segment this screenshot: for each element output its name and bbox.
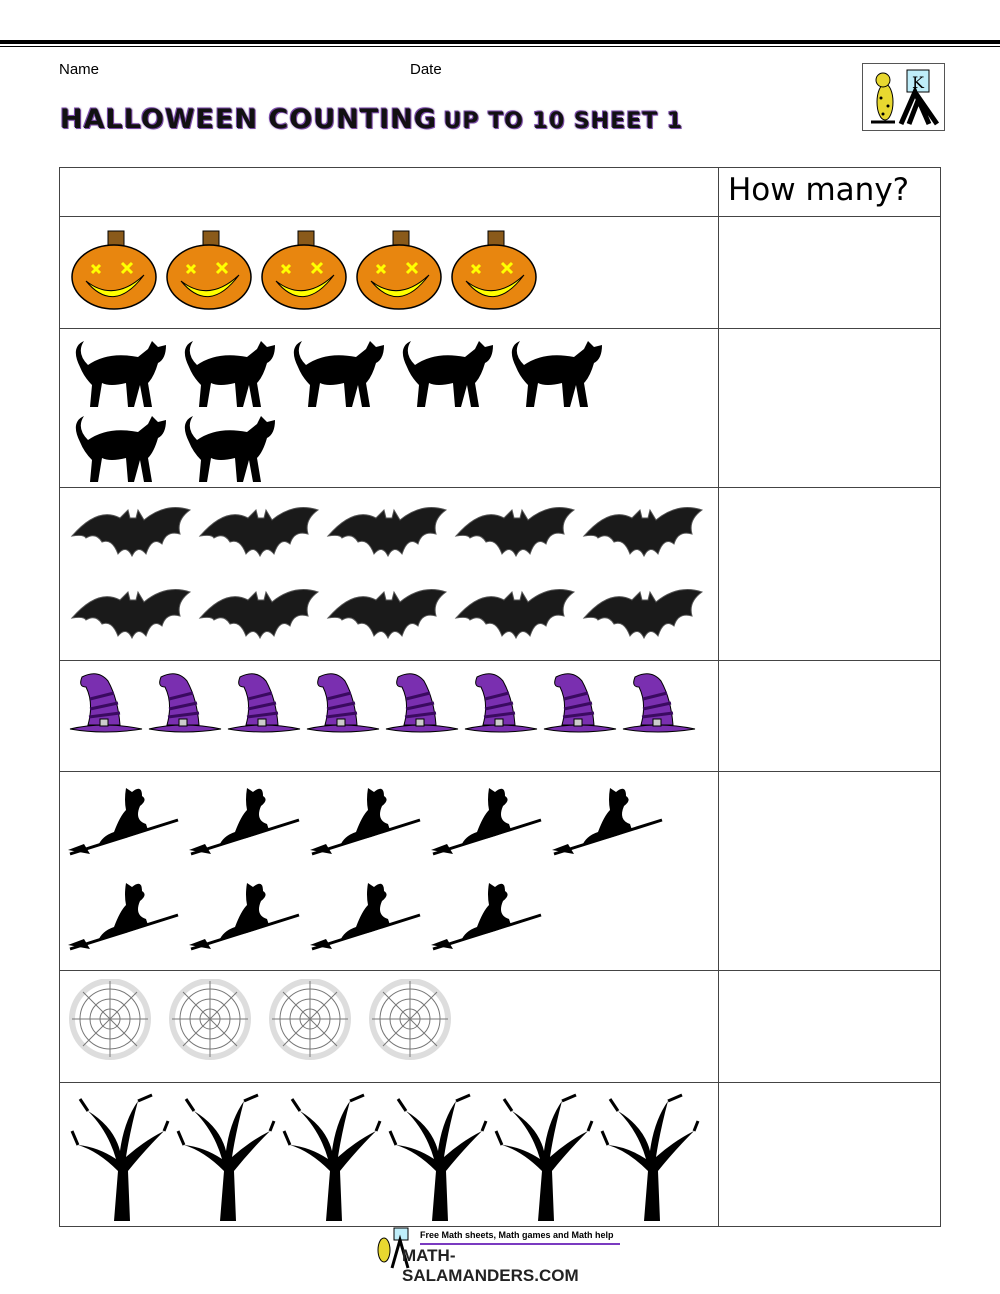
answer-cell[interactable] (718, 660, 941, 772)
counting-table: How many? (59, 167, 941, 1227)
pumpkin-icon (356, 230, 442, 310)
tree-row (60, 1083, 718, 1226)
witch-icon (68, 788, 179, 856)
witch-hat-icon (622, 673, 696, 733)
witch-icon (189, 788, 300, 856)
footer-site: MATH-SALAMANDERS.COM (402, 1246, 579, 1285)
spider-web-icon (69, 979, 151, 1060)
top-rule (0, 40, 1000, 44)
bat-row (60, 488, 718, 660)
pumpkin-row (60, 217, 718, 315)
answer-cell[interactable] (718, 328, 941, 488)
tree-icon (176, 1093, 276, 1221)
tree-icon (600, 1093, 700, 1221)
witch-hat-row (60, 661, 718, 739)
witch-icon (189, 883, 300, 951)
spider-web-icon (269, 979, 351, 1060)
witch-icon (68, 883, 179, 951)
spider-web-row (60, 971, 718, 1069)
name-label: Name (59, 61, 100, 78)
tree-icon (282, 1093, 382, 1221)
header-blank-cell (59, 167, 719, 217)
cat-icon (75, 341, 166, 407)
footer-logo: Free Math sheets, Math games and Math he… (372, 1226, 632, 1285)
bat-icon (70, 589, 192, 640)
cat-icon (75, 416, 166, 482)
bat-icon (582, 507, 704, 558)
witch-hat-icon (227, 673, 301, 733)
cat-icon (511, 341, 602, 407)
cat-icon (402, 341, 493, 407)
witch-hat-icon (306, 673, 380, 733)
witch-icon (310, 883, 421, 951)
pumpkin-icon (261, 230, 347, 310)
bat-icon (582, 589, 704, 640)
tree-icon (70, 1093, 170, 1221)
spider-web-icon (369, 979, 451, 1060)
witch-row (60, 772, 718, 970)
answer-cell[interactable] (718, 970, 941, 1083)
answer-cell[interactable] (718, 1082, 941, 1227)
footer-line (420, 1243, 620, 1245)
answer-cell[interactable] (718, 487, 941, 661)
bat-icon (454, 507, 576, 558)
witch-hat-icon (69, 673, 143, 733)
title-main: HALLOWEEN COUNTING (60, 104, 438, 135)
how-many-header: How many? (718, 167, 941, 217)
date-label: Date (410, 61, 442, 78)
witch-icon (431, 788, 542, 856)
witch-hat-icon (464, 673, 538, 733)
witch-icon (310, 788, 421, 856)
bat-icon (454, 589, 576, 640)
pumpkin-icon (166, 230, 252, 310)
bat-icon (326, 589, 448, 640)
cat-icon (293, 341, 384, 407)
answer-cell[interactable] (718, 771, 941, 971)
pumpkin-icon (451, 230, 537, 310)
witch-icon (552, 788, 663, 856)
witch-hat-icon (385, 673, 459, 733)
page-title: HALLOWEEN COUNTING UP TO 10 SHEET 1 (60, 104, 683, 135)
title-sub: UP TO 10 SHEET 1 (443, 109, 684, 134)
witch-hat-icon (148, 673, 222, 733)
answer-cell[interactable] (718, 216, 941, 329)
bat-icon (70, 507, 192, 558)
top-rule-thin (0, 46, 1000, 47)
tree-icon (494, 1093, 594, 1221)
pumpkin-icon (71, 230, 157, 310)
bat-icon (198, 507, 320, 558)
spider-web-icon (169, 979, 251, 1060)
cat-icon (184, 416, 275, 482)
tree-icon (388, 1093, 488, 1221)
footer-tagline: Free Math sheets, Math games and Math he… (420, 1230, 614, 1240)
cat-icon (184, 341, 275, 407)
cat-row (60, 329, 718, 487)
salamander-logo: K (862, 63, 945, 131)
bat-icon (198, 589, 320, 640)
witch-hat-icon (543, 673, 617, 733)
witch-icon (431, 883, 542, 951)
bat-icon (326, 507, 448, 558)
